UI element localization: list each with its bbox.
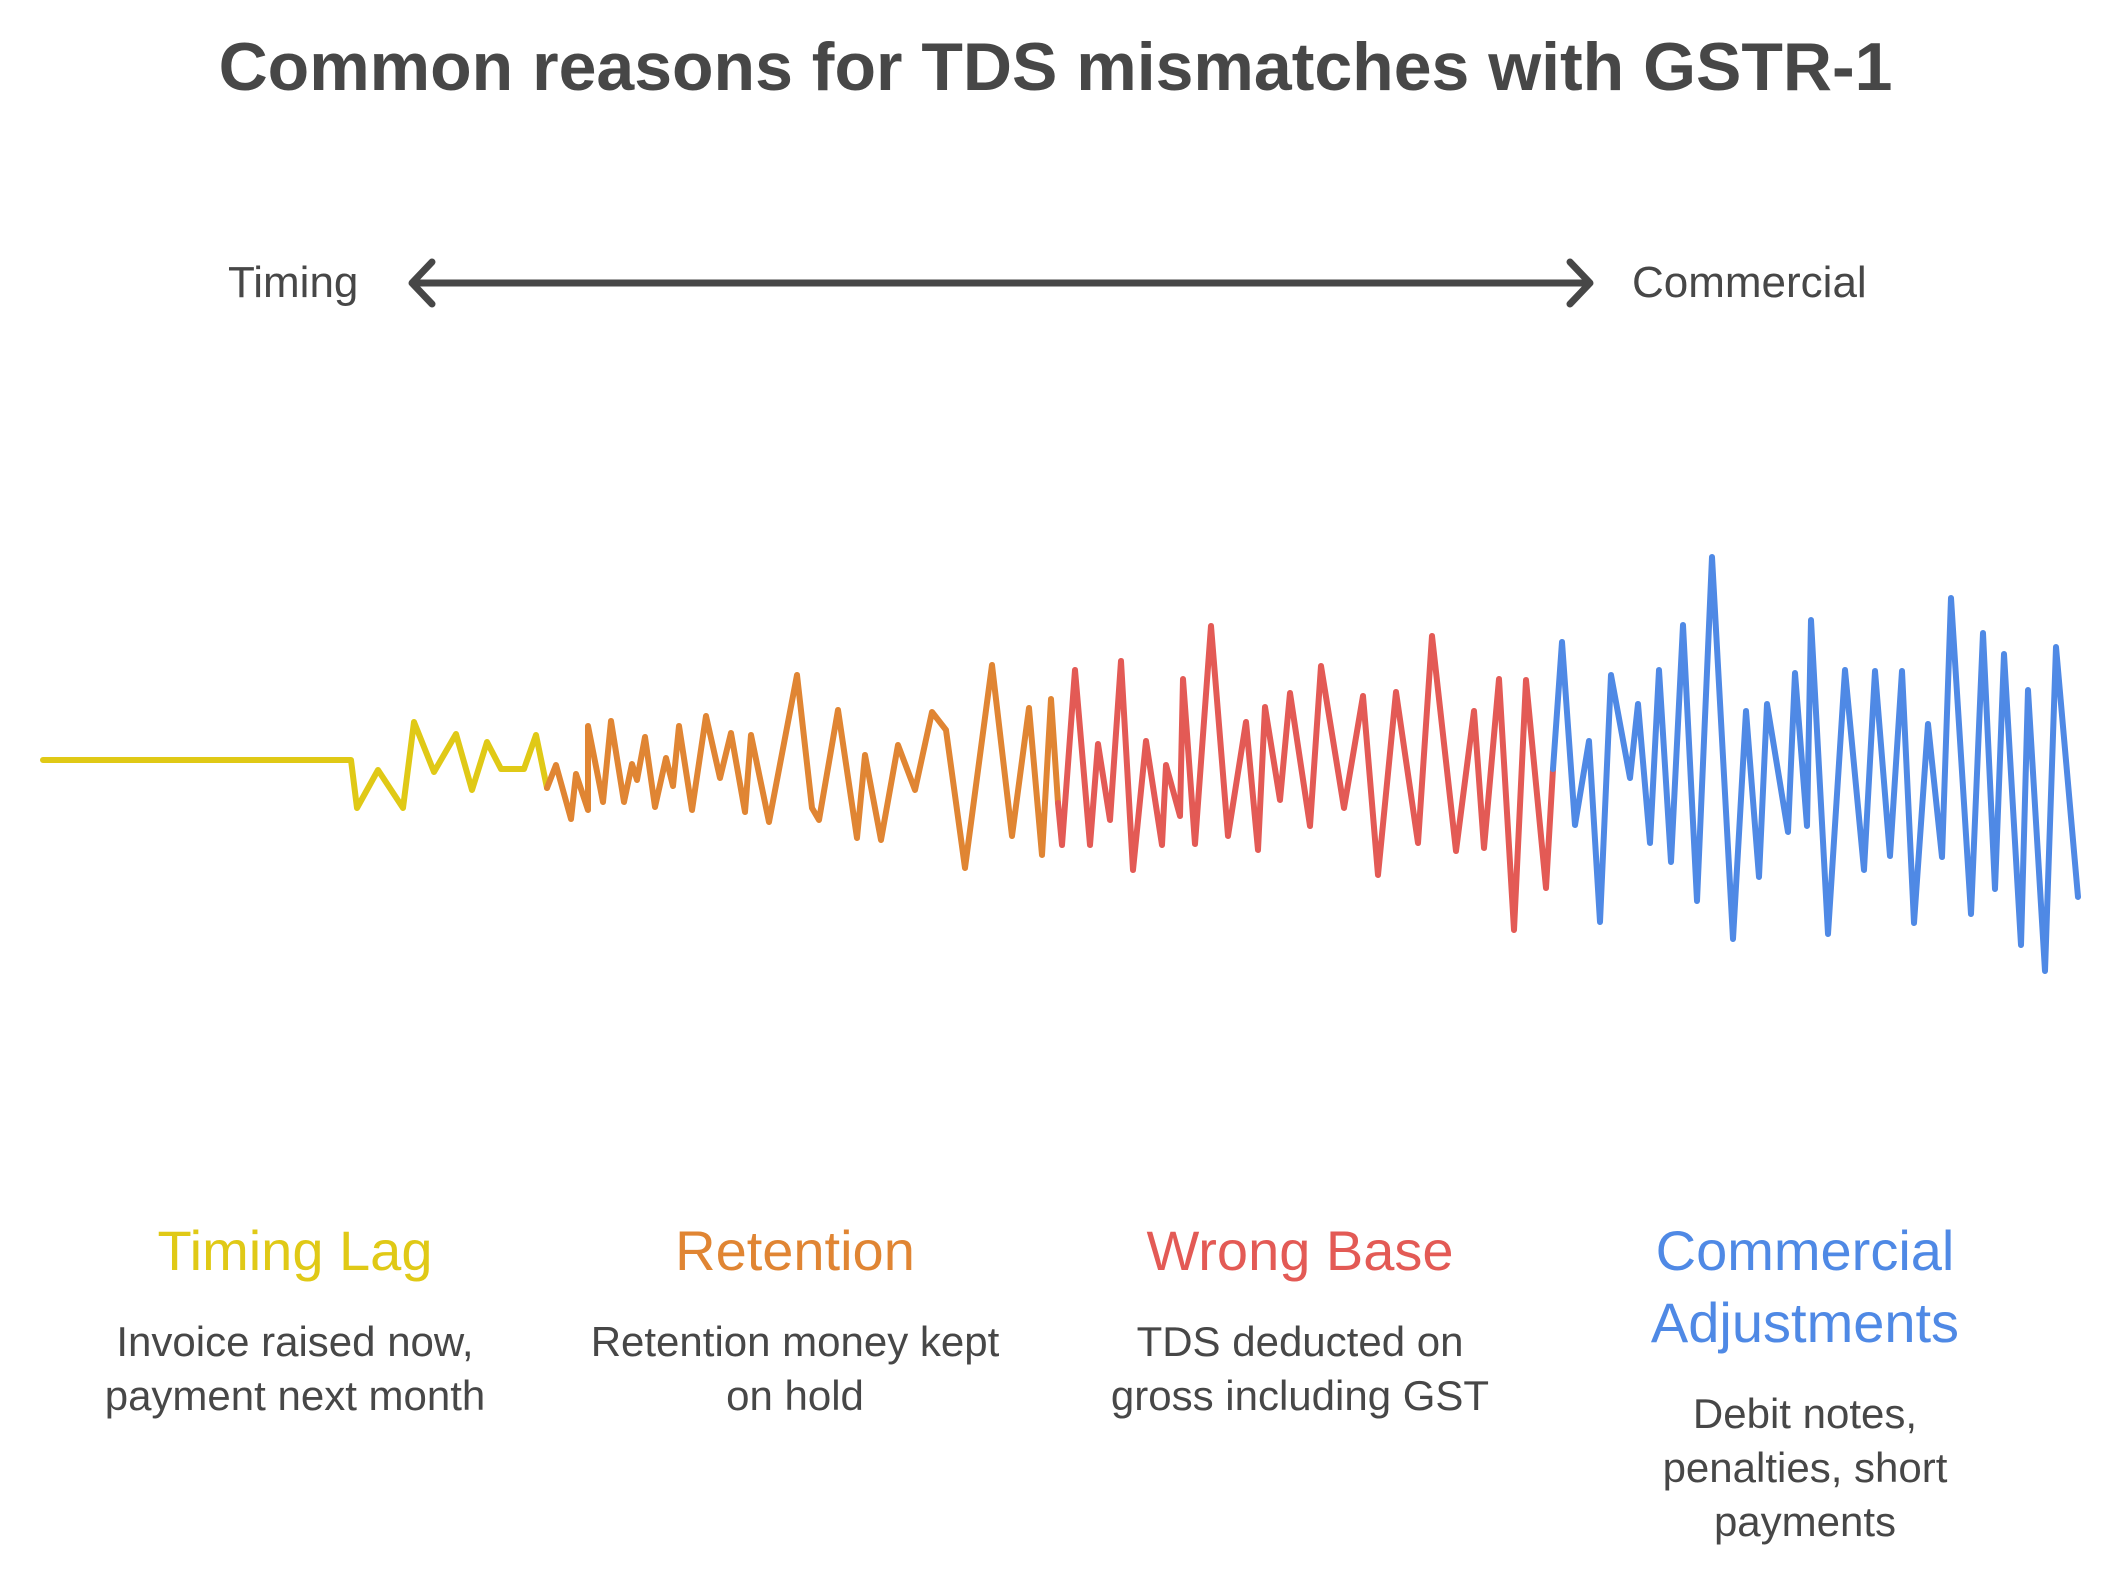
category-title: Wrong Base — [1146, 1219, 1454, 1282]
category-description: Retention money kept on hold — [590, 1318, 1000, 1419]
double-headed-arrow-icon — [408, 258, 1594, 308]
waveform-wrong-base — [1055, 623, 1556, 933]
waveform-retention — [544, 662, 1061, 871]
page-title: Common reasons for TDS mismatches with G… — [218, 29, 1893, 105]
category-timing-lag: Timing Lag Invoice raised now, payment n… — [45, 1215, 545, 1423]
axis-label-right: Commercial — [1632, 258, 1867, 307]
category-title: Timing Lag — [157, 1219, 433, 1282]
category-description: Debit notes, penalties, short payments — [1662, 1390, 1948, 1545]
category-description: Invoice raised now, payment next month — [104, 1318, 486, 1419]
category-retention: Retention Retention money kept on hold — [580, 1215, 1010, 1423]
category-wrong-base: Wrong Base TDS deducted on gross includi… — [1080, 1215, 1520, 1423]
waveform-commercial-adjustments — [1550, 554, 2081, 974]
category-description: TDS deducted on gross including GST — [1110, 1318, 1490, 1419]
waveform-timing-lag — [40, 719, 550, 811]
axis-label-left: Timing — [228, 258, 359, 307]
category-commercial-adjustments: Commercial Adjustments Debit notes, pena… — [1610, 1215, 2000, 1549]
category-title: Retention — [675, 1219, 915, 1282]
category-title: Commercial Adjustments — [1650, 1219, 1960, 1354]
